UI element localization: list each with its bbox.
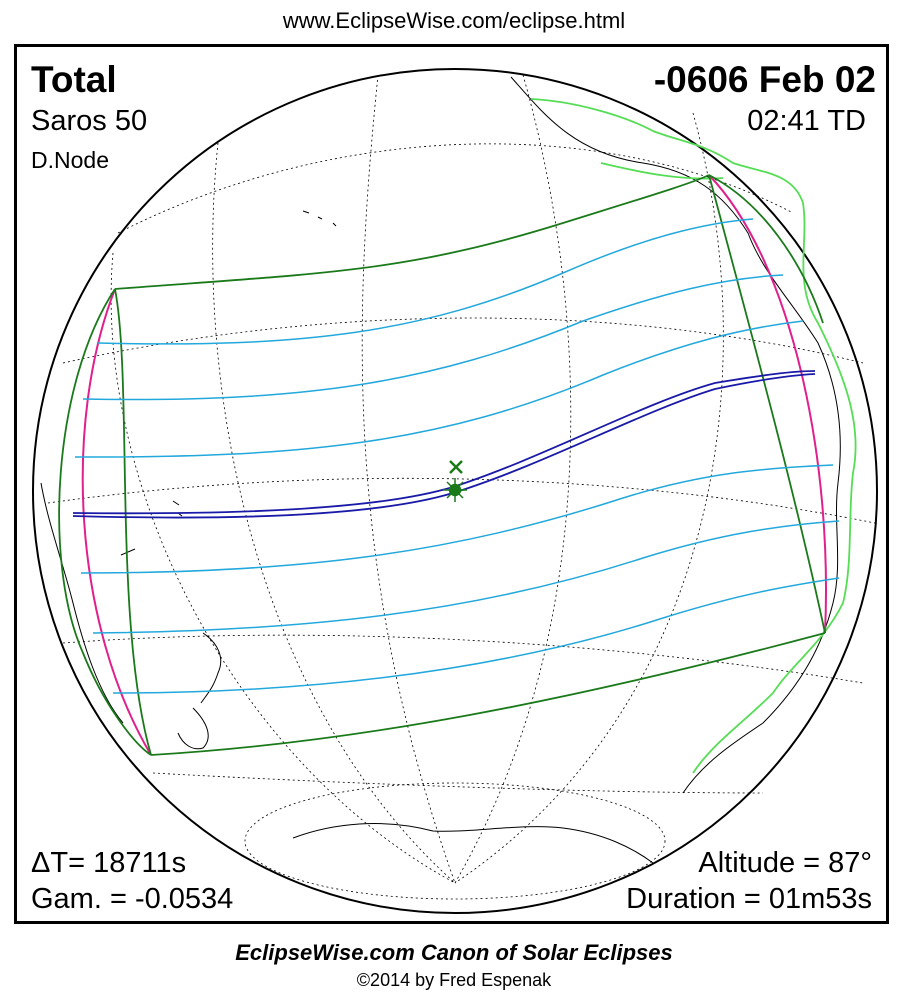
- saros-number: Saros 50: [31, 105, 148, 137]
- southern-limit: [150, 632, 826, 756]
- australia-coast: [40, 482, 124, 724]
- rise-set-curves: [81, 174, 828, 756]
- meridians: [110, 74, 724, 884]
- west-outer: [58, 288, 152, 756]
- east-edge: [708, 174, 826, 634]
- delta-t: ΔT= 18711s: [31, 847, 187, 879]
- globe-outline: [32, 68, 878, 914]
- eclipse-map-frame: Total -0606 Feb 02 Saros 50 02:41 TD D.N…: [14, 44, 889, 924]
- eclipse-date: -0606 Feb 02: [653, 59, 876, 100]
- copyright: ©2014 by Fred Espenak: [356, 970, 552, 990]
- eclipse-type: Total: [31, 59, 117, 100]
- parallels: [47, 143, 876, 900]
- greatest-eclipse-marker: [443, 460, 467, 502]
- east-outer: [708, 174, 824, 324]
- northern-limit: [114, 174, 710, 290]
- north-america-coast: [510, 76, 841, 794]
- west-edge: [114, 288, 152, 756]
- antarctica-coast: [292, 823, 654, 864]
- coastlines: [40, 76, 841, 864]
- penumbral-limits: [58, 174, 826, 756]
- central-path-north-limit: [72, 370, 816, 515]
- sub-solar-point-marker: [449, 460, 463, 474]
- nz-coast-north: [200, 632, 222, 704]
- nz-coast-south: [177, 707, 209, 750]
- eclipse-duration: Duration = 01m53s: [626, 883, 872, 915]
- gamma-value: Gam. = -0.0534: [31, 883, 234, 915]
- globe-map: [32, 68, 878, 914]
- source-url[interactable]: www.EclipseWise.com/eclipse.html: [282, 8, 626, 33]
- sun-altitude: Altitude = 87°: [698, 847, 872, 879]
- canon-title: EclipseWise.com Canon of Solar Eclipses: [235, 940, 673, 965]
- central-path-south-limit: [72, 373, 816, 519]
- node-label: D.Node: [31, 147, 109, 173]
- islands-hawaii: [302, 210, 337, 227]
- central-path: [72, 370, 816, 519]
- partial-lines: [74, 218, 840, 694]
- islands-fiji: [120, 500, 183, 556]
- eclipse-time: 02:41 TD: [747, 105, 866, 137]
